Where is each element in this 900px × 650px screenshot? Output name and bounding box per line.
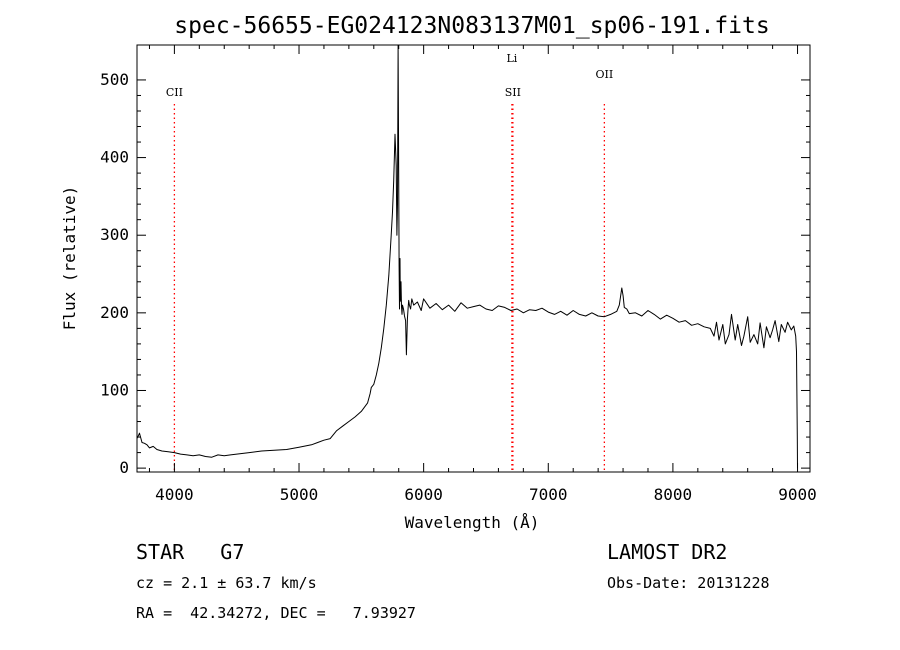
chart-title: spec-56655-EG024123N083137M01_sp06-191.f… <box>174 13 769 39</box>
survey-name: LAMOST DR2 <box>607 540 728 564</box>
x-tick-label: 7000 <box>529 485 568 504</box>
spectrum-line <box>136 44 798 469</box>
y-tick-label: 300 <box>100 225 129 244</box>
y-tick-label: 200 <box>100 303 129 322</box>
coordinates: RA = 42.34272, DEC = 7.93927 <box>136 604 416 622</box>
y-tick-label: 500 <box>100 70 129 89</box>
x-axis-label: Wavelength (Å) <box>405 513 540 532</box>
y-tick-label: 0 <box>119 458 129 477</box>
x-tick-label: 5000 <box>280 485 319 504</box>
plot-border <box>136 44 811 473</box>
y-tick-label: 100 <box>100 380 129 399</box>
y-axis-label: Flux (relative) <box>60 186 79 331</box>
observation-date: Obs-Date: 20131228 <box>607 574 770 592</box>
x-tick-label: 9000 <box>778 485 817 504</box>
x-tick-label: 6000 <box>404 485 443 504</box>
line-marker-label-oii: OII <box>596 68 614 81</box>
x-tick-label: 4000 <box>155 485 194 504</box>
y-axis: 0 100 200 300 400 500 <box>100 70 810 477</box>
object-class: STAR G7 <box>136 540 245 564</box>
spectrum-series <box>136 44 798 469</box>
spectral-line-markers: CII Li SII OII <box>166 52 613 472</box>
y-tick-label: 400 <box>100 148 129 167</box>
line-marker-label-cii: CII <box>166 86 183 99</box>
x-axis: 4000 5000 6000 7000 8000 9000 <box>148 45 817 504</box>
line-marker-label-li: Li <box>506 52 517 65</box>
line-marker-label-sii: SII <box>505 86 521 99</box>
redshift-velocity: cz = 2.1 ± 63.7 km/s <box>136 574 317 592</box>
plot-frame <box>136 44 811 473</box>
x-tick-label: 8000 <box>654 485 693 504</box>
